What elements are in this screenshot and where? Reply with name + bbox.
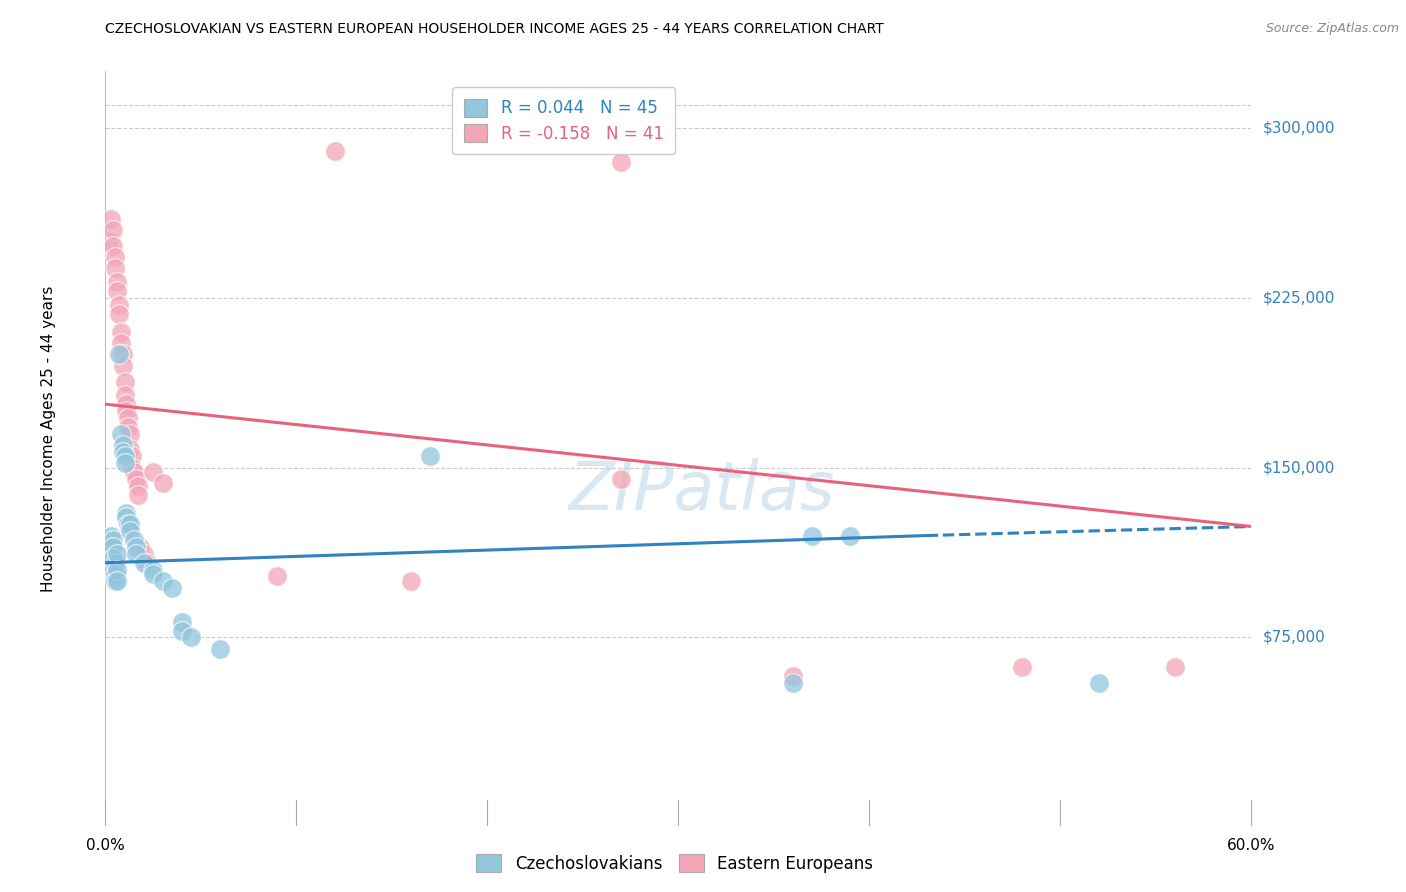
Point — [125, 547, 148, 561]
Text: CZECHOSLOVAKIAN VS EASTERN EUROPEAN HOUSEHOLDER INCOME AGES 25 - 44 YEARS CORREL: CZECHOSLOVAKIAN VS EASTERN EUROPEAN HOUS… — [105, 22, 884, 37]
Point — [136, 556, 159, 570]
Point — [101, 533, 124, 547]
Point — [115, 404, 138, 418]
Point — [610, 155, 633, 169]
Point — [100, 547, 122, 561]
Point — [120, 524, 142, 538]
Point — [104, 567, 127, 582]
Text: 0.0%: 0.0% — [86, 838, 125, 853]
Point — [100, 528, 122, 542]
Point — [110, 336, 132, 351]
Point — [100, 211, 122, 226]
Point — [111, 359, 134, 373]
Point — [142, 465, 165, 479]
Point — [121, 460, 143, 475]
Point — [114, 388, 136, 402]
Legend: Czechoslovakians, Eastern Europeans: Czechoslovakians, Eastern Europeans — [470, 847, 880, 880]
Text: $75,000: $75,000 — [1263, 630, 1326, 645]
Point — [110, 325, 132, 339]
Point — [782, 669, 804, 683]
Point — [108, 347, 131, 361]
Point — [104, 574, 127, 588]
Point — [115, 510, 138, 524]
Point — [114, 456, 136, 470]
Point — [101, 540, 124, 554]
Point — [132, 547, 155, 561]
Text: Source: ZipAtlas.com: Source: ZipAtlas.com — [1265, 22, 1399, 36]
Point — [801, 528, 824, 542]
Point — [104, 250, 127, 264]
Point — [101, 551, 124, 566]
Point — [132, 556, 155, 570]
Point — [111, 347, 134, 361]
Point — [162, 581, 184, 595]
Point — [127, 488, 149, 502]
Point — [125, 540, 148, 554]
Point — [114, 375, 136, 389]
Point — [101, 223, 124, 237]
Point — [110, 426, 132, 441]
Point — [100, 556, 122, 570]
Point — [122, 465, 145, 479]
Point — [96, 551, 118, 566]
Point — [104, 556, 127, 570]
Point — [104, 261, 127, 276]
Point — [121, 450, 143, 464]
Point — [117, 517, 139, 532]
Point — [125, 472, 148, 486]
Point — [399, 574, 422, 588]
Point — [152, 476, 174, 491]
Point — [266, 569, 288, 583]
Point — [142, 567, 165, 582]
Point — [152, 574, 174, 588]
Point — [108, 307, 131, 321]
Point — [111, 444, 134, 458]
Point — [122, 533, 145, 547]
Point — [100, 540, 122, 554]
Point — [117, 410, 139, 425]
Text: $300,000: $300,000 — [1263, 120, 1334, 136]
Point — [108, 297, 131, 311]
Point — [98, 234, 121, 248]
Point — [782, 675, 804, 690]
Point — [1087, 675, 1109, 690]
Point — [117, 420, 139, 434]
Point — [111, 438, 134, 452]
Point — [105, 547, 128, 561]
Point — [105, 574, 128, 588]
Point — [1164, 660, 1187, 674]
Point — [105, 275, 128, 289]
Point — [610, 472, 633, 486]
Point — [105, 284, 128, 298]
Point — [98, 562, 121, 576]
Text: $150,000: $150,000 — [1263, 460, 1334, 475]
Point — [839, 528, 862, 542]
Point — [127, 479, 149, 493]
Point — [323, 144, 346, 158]
Text: 60.0%: 60.0% — [1227, 838, 1275, 853]
Point — [142, 562, 165, 576]
Legend: R = 0.044   N = 45, R = -0.158   N = 41: R = 0.044 N = 45, R = -0.158 N = 41 — [453, 87, 675, 154]
Point — [180, 631, 202, 645]
Point — [120, 442, 142, 457]
Text: Householder Income Ages 25 - 44 years: Householder Income Ages 25 - 44 years — [41, 286, 56, 592]
Point — [114, 450, 136, 464]
Point — [120, 426, 142, 441]
Point — [105, 562, 128, 576]
Point — [115, 506, 138, 520]
Point — [101, 238, 124, 252]
Point — [208, 641, 231, 656]
Point — [120, 517, 142, 532]
Point — [98, 556, 121, 570]
Point — [419, 450, 441, 464]
Point — [101, 562, 124, 576]
Point — [170, 615, 193, 629]
Point — [115, 397, 138, 411]
Point — [1011, 660, 1033, 674]
Text: $225,000: $225,000 — [1263, 290, 1334, 305]
Point — [170, 624, 193, 638]
Point — [128, 540, 150, 554]
Text: ZIPatlas: ZIPatlas — [568, 458, 835, 524]
